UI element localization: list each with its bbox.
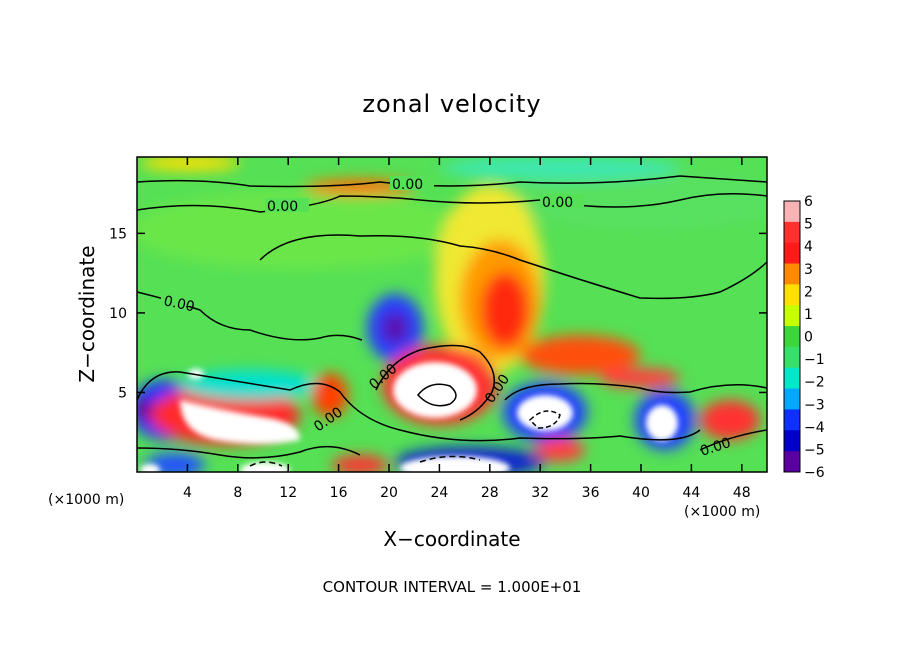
lower-mid-red	[535, 438, 585, 462]
colorbar-swatch	[784, 430, 800, 452]
colorbar-tick-label: −2	[804, 375, 825, 391]
far-right-white	[646, 405, 678, 441]
colorbar-frame	[783, 200, 801, 473]
bottom-white-3	[140, 464, 160, 472]
top-left-yellow	[140, 157, 240, 171]
red-jet-tail	[520, 335, 640, 375]
contour-interval-label: CONTOUR INTERVAL = 1.000E+01	[323, 578, 582, 596]
y-tick-label: 15	[109, 226, 127, 242]
colorbar-swatch	[784, 242, 800, 265]
contour-label: 0.00	[162, 293, 196, 315]
right-white-core	[517, 395, 573, 431]
x-tick-label: 48	[733, 485, 751, 501]
contour-label-bg	[540, 194, 584, 208]
x-axis-title: X−coordinate	[383, 527, 520, 551]
colorbar-swatch	[784, 263, 800, 285]
colorbar-tick-label: 1	[804, 307, 813, 323]
purple-vortex-core	[381, 312, 409, 344]
colorbar-tick-label: −6	[804, 465, 825, 481]
chart-title: zonal velocity	[362, 90, 541, 118]
contour-line	[259, 234, 767, 300]
contour-line	[417, 383, 457, 407]
colorbar-swatch	[784, 221, 800, 244]
x-tick-label: 12	[279, 485, 297, 501]
x-tick-label: 44	[682, 485, 700, 501]
bottom-left-blue	[145, 453, 205, 472]
bottom-white-1	[400, 456, 510, 472]
contour-label: 0.00	[392, 177, 423, 193]
y-tick-label: 5	[118, 385, 127, 401]
plot-frame	[136, 156, 768, 473]
colorbar-tick-label: −5	[804, 442, 825, 458]
x-tick-label: 40	[632, 485, 650, 501]
y-axis: 5 10 15	[109, 226, 767, 401]
x-tick-label: 16	[330, 485, 348, 501]
colorbar-swatch	[784, 388, 800, 410]
y-tick-label: 10	[109, 306, 127, 322]
colorbar-swatch	[784, 326, 800, 348]
contour-line	[137, 175, 767, 188]
colorbar-tick-label: −4	[804, 420, 825, 436]
contour-line	[137, 446, 361, 459]
contour-label-bg	[265, 198, 309, 212]
upper-green-band	[137, 190, 470, 270]
contour-line	[137, 193, 767, 213]
contour-label: 0.00	[542, 195, 573, 211]
contour-line	[137, 371, 701, 442]
center-white-core	[393, 362, 477, 418]
colorbar-tick-label: −3	[804, 397, 825, 413]
contour-label-bg	[390, 176, 434, 190]
colorbar-swatch	[784, 409, 800, 431]
x-tick-label: 8	[233, 485, 242, 501]
colorbar-tick-label: 0	[804, 330, 813, 346]
upper-right-band	[510, 170, 767, 230]
contour-lines	[137, 175, 767, 467]
colorbar-tick-label: 6	[804, 194, 813, 210]
heatmap-field	[137, 157, 767, 472]
red-right-arm	[600, 368, 680, 388]
contour-line	[528, 410, 561, 429]
x-axis: 4 8 12 16 20 24 28 32 36 40 44 48	[183, 157, 751, 501]
y-axis-title: Z−coordinate	[75, 245, 99, 382]
contour-line	[249, 461, 283, 467]
left-edge-purple	[137, 398, 154, 422]
contour-label: 0.00	[267, 199, 298, 215]
colorbar-tick-label: 4	[804, 239, 813, 255]
x-tick-label: 24	[430, 485, 448, 501]
x-unit-right: (×1000 m)	[684, 504, 760, 520]
lower-right-red	[700, 400, 760, 440]
x-tick-label: 4	[183, 485, 192, 501]
left-white-streak	[180, 400, 300, 444]
bottom-white-2	[240, 462, 290, 472]
colorbar-tick-label: 2	[804, 284, 813, 300]
bottom-red-strip	[332, 455, 388, 472]
colorbar-tick-label: 5	[804, 217, 813, 233]
contour-line	[419, 455, 481, 463]
contour-label-bg	[161, 292, 205, 306]
colorbar-tick-label: 3	[804, 262, 813, 278]
x-unit-left: (×1000 m)	[48, 492, 124, 508]
red-jet-core	[481, 272, 529, 348]
colorbar-swatch	[784, 367, 800, 390]
colorbar-swatch	[784, 451, 800, 473]
field-sharp	[140, 362, 678, 472]
top-cyan-band	[440, 157, 680, 180]
colorbar-swatch	[784, 305, 800, 327]
contour-line	[504, 382, 767, 401]
colorbar-swatch	[784, 346, 800, 369]
colorbar: 6 5 4 3 2 1 0 −1 −2 −3 −4 −5 −6	[783, 194, 825, 481]
colorbar-swatch	[784, 284, 800, 306]
x-tick-label: 36	[582, 485, 600, 501]
colorbar-tick-label: −1	[804, 352, 825, 368]
colorbar-swatch	[784, 201, 800, 223]
x-tick-label: 28	[481, 485, 499, 501]
field-smooth	[137, 157, 767, 472]
x-tick-label: 20	[380, 485, 398, 501]
contour-line	[699, 429, 767, 451]
x-tick-label: 32	[531, 485, 549, 501]
contour-line	[375, 344, 495, 421]
